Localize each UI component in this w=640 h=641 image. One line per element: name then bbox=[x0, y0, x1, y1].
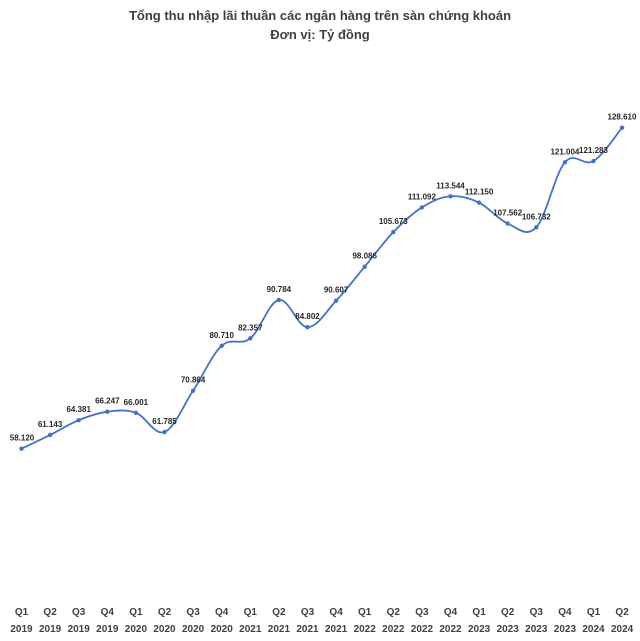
data-label: 61.143 bbox=[38, 420, 63, 429]
data-label: 82.357 bbox=[238, 323, 263, 332]
data-point-marker bbox=[591, 158, 596, 164]
data-label: 121.004 bbox=[550, 147, 579, 156]
x-tick-label: Q4 2019 bbox=[96, 607, 119, 635]
x-tick-label: Q1 2021 bbox=[239, 607, 262, 635]
data-point-marker bbox=[76, 417, 81, 423]
x-tick-label: Q3 2022 bbox=[411, 607, 434, 635]
data-point-marker bbox=[562, 160, 568, 165]
x-tick-label: Q2 2022 bbox=[382, 607, 405, 635]
data-point-marker bbox=[105, 409, 110, 414]
x-tick-label: Q3 2019 bbox=[68, 607, 91, 635]
x-tick-label: Q1 2022 bbox=[354, 607, 377, 635]
x-tick-label: Q3 2023 bbox=[525, 607, 548, 635]
data-point-marker bbox=[133, 410, 139, 416]
data-point-marker bbox=[333, 298, 339, 303]
data-label: 111.092 bbox=[408, 192, 437, 201]
data-point-marker bbox=[162, 429, 167, 435]
data-label: 90.784 bbox=[267, 285, 292, 294]
data-point-marker bbox=[190, 388, 196, 393]
x-tick-label: Q4 2023 bbox=[554, 607, 577, 635]
data-point-marker bbox=[219, 343, 224, 349]
x-tick-label: Q1 2024 bbox=[582, 607, 605, 635]
data-label: 66.247 bbox=[95, 397, 120, 406]
data-point-marker bbox=[19, 446, 24, 451]
x-tick-label: Q1 2023 bbox=[468, 607, 491, 635]
data-label: 90.607 bbox=[324, 286, 349, 295]
data-label: 105.673 bbox=[379, 217, 408, 226]
data-label: 128.610 bbox=[608, 113, 637, 122]
data-point-marker bbox=[448, 194, 453, 199]
x-tick-label: Q2 2020 bbox=[153, 607, 176, 635]
data-point-marker bbox=[47, 432, 53, 438]
x-tick-label: Q2 2021 bbox=[268, 607, 291, 635]
x-tick-label: Q4 2022 bbox=[439, 607, 462, 635]
series-line bbox=[21, 127, 623, 450]
data-point-marker bbox=[419, 205, 425, 210]
chart-subtitle: Đơn vị: Tỷ đồng bbox=[270, 27, 370, 42]
data-label: 80.710 bbox=[209, 331, 234, 340]
chart-title: Tổng thu nhập lãi thuần các ngân hàng tr… bbox=[129, 8, 511, 23]
data-label: 107.562 bbox=[493, 209, 522, 218]
data-point-marker bbox=[362, 264, 367, 269]
x-tick-label: Q3 2021 bbox=[296, 607, 319, 635]
data-point-marker bbox=[619, 125, 625, 130]
data-label: 112.150 bbox=[465, 188, 494, 197]
data-label: 70.864 bbox=[181, 376, 206, 385]
data-point-marker bbox=[305, 324, 310, 330]
x-tick-label: Q1 2020 bbox=[125, 607, 148, 635]
data-point-marker bbox=[476, 200, 482, 205]
data-point-marker bbox=[534, 225, 539, 230]
data-label: 84.802 bbox=[295, 312, 320, 321]
x-tick-label: Q4 2020 bbox=[211, 607, 234, 635]
x-tick-label: Q1 2019 bbox=[10, 607, 33, 635]
series-group bbox=[19, 125, 625, 451]
x-tick-label: Q3 2020 bbox=[182, 607, 205, 635]
x-tick-label: Q2 2019 bbox=[39, 607, 62, 635]
data-label: 64.381 bbox=[66, 405, 91, 414]
x-tick-label: Q2 2024 bbox=[611, 607, 634, 635]
data-point-marker bbox=[276, 297, 282, 303]
data-label: 106.732 bbox=[522, 212, 551, 221]
data-label: 98.086 bbox=[352, 252, 377, 261]
data-point-marker bbox=[248, 336, 253, 341]
data-label: 113.544 bbox=[436, 181, 465, 190]
data-label: 121.283 bbox=[579, 146, 608, 155]
data-point-marker bbox=[391, 229, 396, 235]
data-point-marker bbox=[505, 221, 510, 226]
data-label: 58.120 bbox=[10, 434, 35, 443]
x-tick-label: Q4 2021 bbox=[325, 607, 348, 635]
data-label: 61.785 bbox=[152, 417, 177, 426]
data-label: 66.001 bbox=[124, 398, 149, 407]
x-tick-label: Q2 2023 bbox=[497, 607, 520, 635]
